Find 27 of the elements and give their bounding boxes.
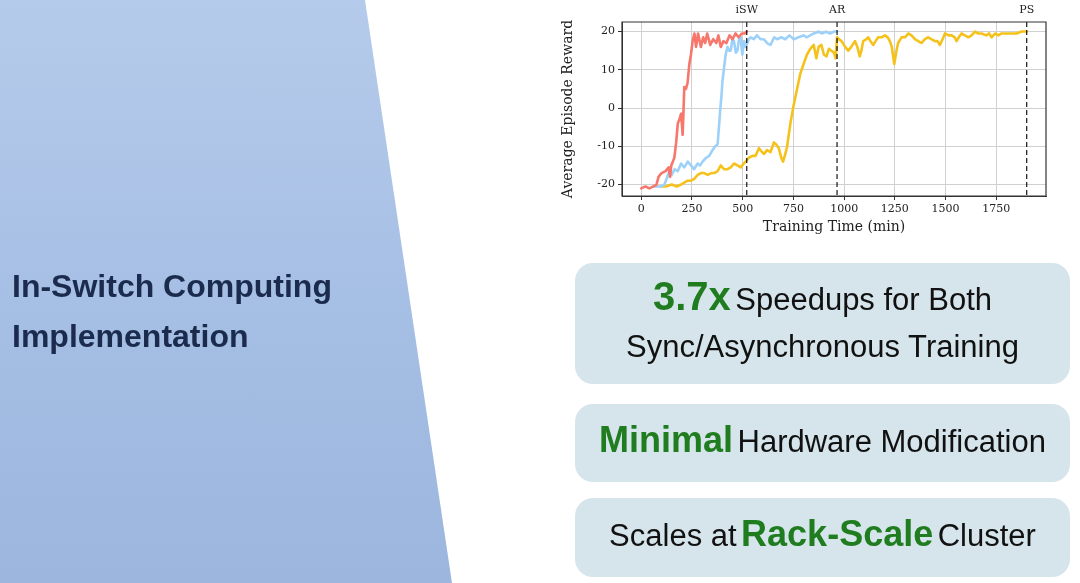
y-tick-label: -20	[597, 177, 615, 191]
text: Sync/Asynchronous Training	[626, 328, 1019, 364]
text: In-Switch Computing Implementation	[12, 267, 333, 356]
x-tick-label: 1000	[830, 202, 859, 216]
y-tick-label: 10	[601, 62, 615, 76]
y-axis-title: Average Episode Reward	[559, 19, 576, 200]
y-tick-label: -10	[597, 139, 615, 153]
x-tick-label: 250	[681, 202, 703, 216]
x-axis-title: Training Time (min)	[762, 218, 906, 235]
x-tick-label: 1750	[982, 202, 1011, 216]
text: 3.7x	[652, 273, 731, 318]
x-tick-label: 750	[782, 202, 804, 216]
x-tick-label: 1500	[931, 202, 960, 216]
text: Minimal	[599, 418, 734, 460]
text: Cluster	[937, 518, 1036, 553]
text: Speedups for Both	[735, 281, 993, 317]
ref-line-label: iSW	[735, 3, 759, 17]
x-tick-label: 0	[637, 202, 645, 216]
text: Rack-Scale	[741, 513, 934, 554]
ref-line-label: AR	[827, 3, 846, 17]
x-tick-label: 1250	[880, 202, 909, 216]
text: Scales at	[609, 518, 737, 553]
text: Hardware Modification	[737, 423, 1046, 459]
x-tick-label: 500	[732, 202, 754, 216]
y-tick-label: 20	[601, 24, 615, 38]
y-tick-label: 0	[608, 100, 615, 114]
ref-line-label: PS	[1019, 3, 1035, 17]
